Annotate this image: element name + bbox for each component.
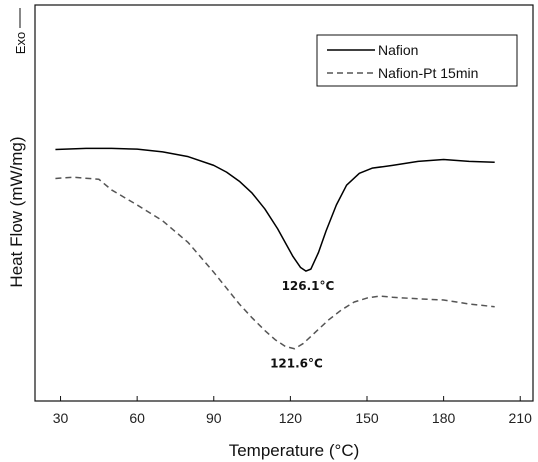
x-tick-label: 60 bbox=[129, 410, 145, 426]
exo-indicator: Exo bbox=[13, 8, 28, 54]
x-tick-label: 150 bbox=[355, 410, 379, 426]
x-axis-title: Temperature (°C) bbox=[229, 441, 360, 460]
x-tick-label: 210 bbox=[509, 410, 533, 426]
x-axis-tick-labels: 30 60 90 120 150 180 210 bbox=[53, 410, 532, 426]
x-tick-label: 30 bbox=[53, 410, 69, 426]
peak-annotation: 121.6°C bbox=[270, 357, 323, 371]
exo-label: Exo bbox=[13, 32, 28, 54]
series-layer bbox=[55, 147, 495, 350]
legend: Nafion Nafion-Pt 15min bbox=[316, 34, 518, 87]
legend-label-nafion: Nafion bbox=[378, 42, 418, 58]
legend-label-nafion-pt: Nafion-Pt 15min bbox=[378, 65, 478, 81]
plot-frame bbox=[34, 4, 534, 402]
x-axis-ticks bbox=[60, 396, 521, 401]
series-line-nafion bbox=[55, 147, 495, 272]
x-tick-label: 180 bbox=[432, 410, 456, 426]
series-line-nafion-pt-15min bbox=[55, 176, 495, 350]
peak-annotation: 126.1°C bbox=[282, 279, 335, 293]
x-tick-label: 90 bbox=[206, 410, 222, 426]
x-tick-label: 120 bbox=[279, 410, 303, 426]
legend-box bbox=[316, 34, 518, 87]
y-axis-title: Heat Flow (mW/mg) bbox=[7, 136, 26, 287]
annotation-layer: 126.1°C 121.6°C bbox=[270, 279, 334, 371]
